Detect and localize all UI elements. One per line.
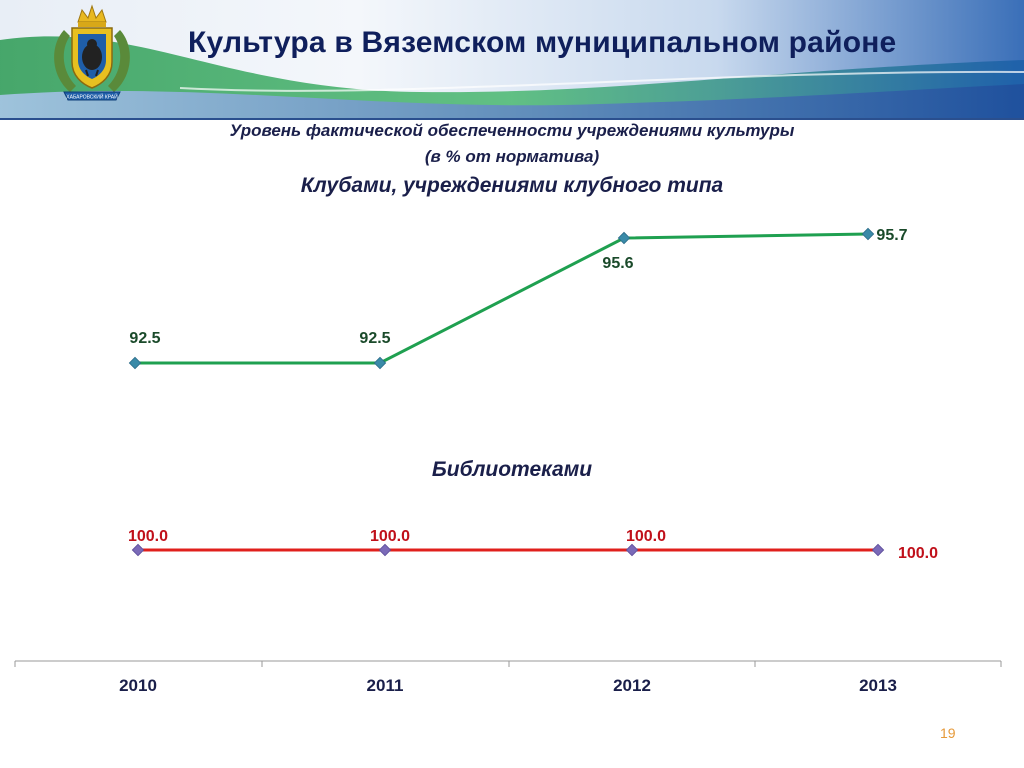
x-tick-label: 2011 xyxy=(367,676,404,695)
clubs-data-point xyxy=(373,356,387,370)
header-banner xyxy=(0,0,1024,120)
clubs-data-point xyxy=(861,227,875,241)
chart-subtitle: Уровень фактической обеспеченности учреж… xyxy=(229,121,795,140)
libraries-chart-title: Библиотеками xyxy=(431,458,593,481)
emblem-caption: ХАБАРОВСКИЙ КРАЙ xyxy=(66,93,118,101)
coat-of-arms-logo: ХАБАРОВСКИЙ КРАЙ xyxy=(42,0,142,110)
slide-title: Культура в Вяземском муниципальном район… xyxy=(188,26,897,59)
libraries-data-point xyxy=(131,543,145,557)
clubs-chart-title: Клубами, учреждениями клубного типа xyxy=(300,174,724,197)
libraries-data-label: 100.0 xyxy=(626,528,666,545)
libraries-data-point xyxy=(871,543,885,557)
libraries-data-label: 100.0 xyxy=(370,528,410,545)
clubs-data-point xyxy=(128,356,142,370)
libraries-data-label: 100.0 xyxy=(128,528,168,545)
clubs-data-label: 92.5 xyxy=(359,330,390,347)
page-number: 19 xyxy=(940,725,956,741)
clubs-data-label: 95.7 xyxy=(876,227,907,244)
clubs-data-point xyxy=(617,231,631,245)
chart-unit-note: (в % от норматива) xyxy=(424,147,600,166)
libraries-data-point xyxy=(378,543,392,557)
clubs-series-line xyxy=(135,232,869,365)
clubs-data-label: 92.5 xyxy=(129,330,160,347)
clubs-data-label: 95.6 xyxy=(602,255,633,272)
libraries-data-label: 100.0 xyxy=(898,545,938,562)
x-tick-label: 2010 xyxy=(119,676,157,695)
libraries-data-point xyxy=(625,543,639,557)
x-tick-label: 2013 xyxy=(859,676,897,695)
x-tick-label: 2012 xyxy=(613,676,651,695)
